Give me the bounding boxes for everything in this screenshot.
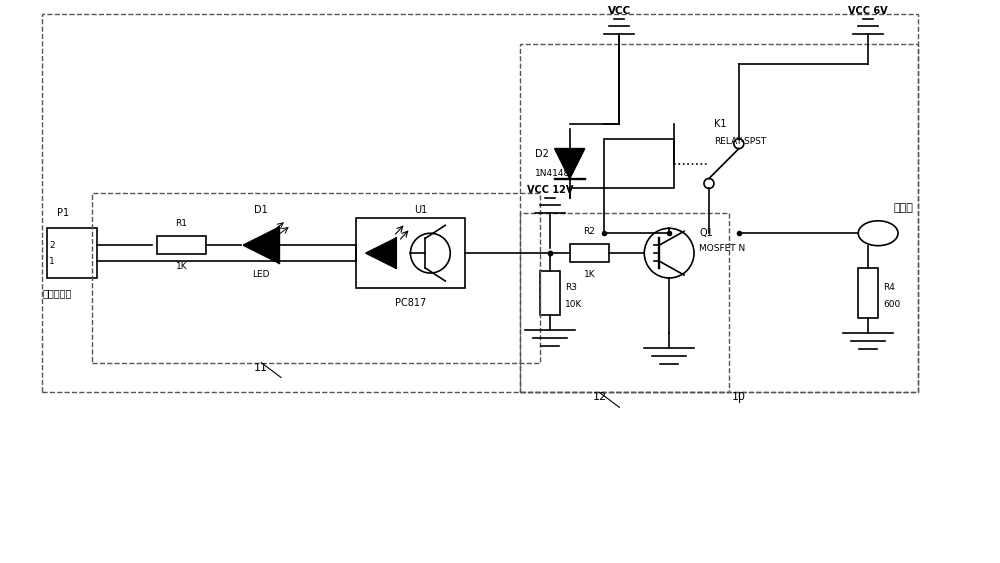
Ellipse shape xyxy=(858,221,898,245)
Text: 信号源接口: 信号源接口 xyxy=(42,288,72,298)
Text: 1N4148: 1N4148 xyxy=(535,169,570,178)
Bar xyxy=(92,194,540,363)
Text: VCC: VCC xyxy=(608,6,631,16)
Text: R3: R3 xyxy=(565,283,577,292)
Text: VCC 12V: VCC 12V xyxy=(527,185,573,195)
Text: D1: D1 xyxy=(254,205,268,215)
Text: K1: K1 xyxy=(714,119,726,129)
Text: MOSFET N: MOSFET N xyxy=(699,244,745,253)
Bar xyxy=(356,218,465,288)
Text: RELAY-SPST: RELAY-SPST xyxy=(714,137,766,146)
Bar xyxy=(157,236,206,254)
Text: 1: 1 xyxy=(49,257,55,266)
Text: U1: U1 xyxy=(414,205,427,215)
Text: D2: D2 xyxy=(535,149,549,159)
Text: 10: 10 xyxy=(732,392,746,403)
Polygon shape xyxy=(243,227,279,263)
Text: 10K: 10K xyxy=(565,301,582,310)
Text: 测试点: 测试点 xyxy=(893,203,913,213)
Bar xyxy=(47,228,97,278)
Text: 600: 600 xyxy=(883,301,900,310)
Bar xyxy=(570,244,609,262)
Bar xyxy=(520,213,729,392)
Text: PC817: PC817 xyxy=(395,298,426,308)
Bar xyxy=(540,271,560,315)
Bar xyxy=(520,44,918,392)
Text: 1K: 1K xyxy=(584,270,595,279)
Polygon shape xyxy=(555,149,585,178)
Text: 2: 2 xyxy=(49,240,55,249)
Text: LED: LED xyxy=(252,270,270,279)
Bar xyxy=(604,138,674,189)
Bar xyxy=(42,14,918,392)
Text: 11: 11 xyxy=(254,363,268,373)
Text: R4: R4 xyxy=(883,283,895,292)
Text: R2: R2 xyxy=(584,227,595,236)
Polygon shape xyxy=(366,238,396,268)
Text: VCC 6V: VCC 6V xyxy=(848,6,888,16)
Text: 12: 12 xyxy=(592,392,607,403)
Bar xyxy=(858,268,878,318)
Text: Q1: Q1 xyxy=(699,228,713,238)
Text: 1K: 1K xyxy=(176,262,187,271)
Text: R1: R1 xyxy=(176,219,188,228)
Text: P1: P1 xyxy=(57,208,69,218)
